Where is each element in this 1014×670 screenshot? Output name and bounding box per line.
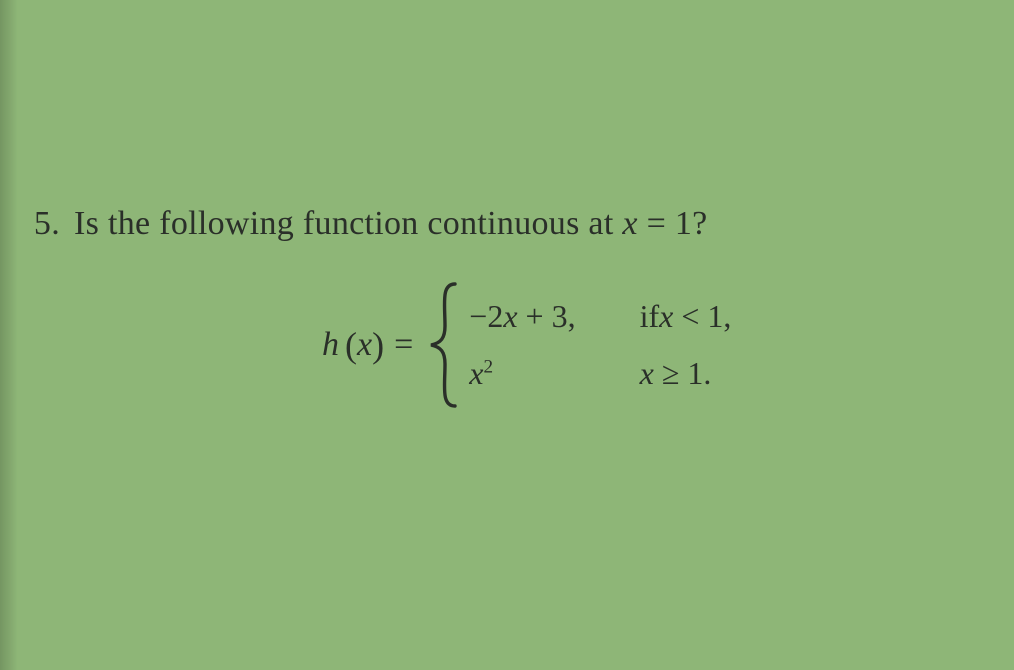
cases-grid: −2x + 3, ifx < 1, x2 x ≥ 1. <box>469 298 731 392</box>
case1-rel: < 1, <box>673 298 731 334</box>
piecewise: −2x + 3, ifx < 1, x2 x ≥ 1. <box>427 280 731 410</box>
question-line: 5. Is the following function continuous … <box>0 205 708 243</box>
page: 5. Is the following function continuous … <box>0 0 1014 670</box>
case1-minus2x3: −2x + 3, <box>469 298 575 334</box>
close-paren: ) <box>372 324 384 366</box>
prompt-eq: = 1? <box>647 205 708 242</box>
case2-condition: x ≥ 1. <box>640 355 732 392</box>
function-arg: x <box>357 326 372 364</box>
case2-rel: ≥ 1. <box>654 355 712 391</box>
case1-if: if <box>640 298 660 334</box>
open-paren: ( <box>345 324 357 366</box>
prompt-var: x <box>622 205 637 242</box>
prompt-prefix: Is the following function continuous at <box>74 205 622 242</box>
case2-exp: 2 <box>483 356 493 377</box>
case2-expression: x2 <box>469 355 575 392</box>
case1-var: x <box>659 298 673 334</box>
equals-sign: = <box>394 326 413 364</box>
question-text: Is the following function continuous at … <box>74 205 708 243</box>
left-brace-icon <box>427 280 461 410</box>
case2-base: x <box>469 355 483 391</box>
equation: h ( x ) = −2x + 3, ifx < 1, x2 x ≥ 1. <box>322 280 731 410</box>
function-name: h <box>322 326 339 364</box>
case1-expression: −2x + 3, <box>469 298 575 335</box>
left-vignette <box>0 0 18 670</box>
case1-condition: ifx < 1, <box>640 298 732 335</box>
case2-var: x <box>640 355 654 391</box>
question-number: 5. <box>0 205 74 243</box>
